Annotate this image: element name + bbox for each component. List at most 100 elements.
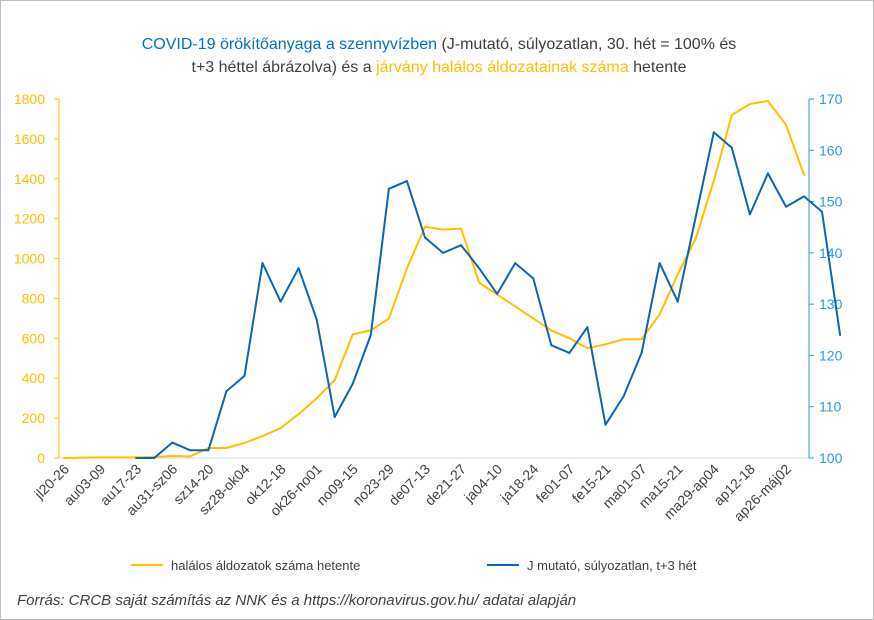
data-point-jindex: [694, 216, 697, 218]
y-right-tick-label: 100: [819, 450, 843, 466]
title-line1-part1: COVID-19 örökítőanyaga a szennyvízben: [142, 36, 437, 53]
legend-label-deaths: halálos áldozatok száma hetente: [171, 558, 360, 573]
y-right-tick-label: 150: [819, 194, 843, 210]
data-point-deaths: [730, 114, 733, 116]
title-line2-part1: t+3 héttel ábrázolva) és a: [192, 59, 377, 76]
data-point-deaths: [640, 338, 643, 341]
data-point-deaths: [694, 237, 697, 240]
data-point-jindex: [604, 423, 607, 426]
data-point-deaths: [532, 317, 535, 320]
data-point-jindex: [514, 262, 517, 265]
data-point-jindex: [297, 267, 300, 270]
data-point-deaths: [478, 281, 481, 284]
data-point-jindex: [803, 195, 805, 198]
series-layer: [63, 100, 842, 459]
data-point-jindex: [532, 277, 535, 280]
data-point-deaths: [171, 455, 174, 457]
chart-title-line1: COVID-19 örökítőanyaga a szennyvízben (J…: [142, 36, 737, 53]
x-tick-label: ja18-24: [496, 461, 541, 506]
y-right-tick-label: 140: [819, 245, 843, 261]
data-point-deaths: [442, 228, 444, 231]
data-point-deaths: [405, 267, 408, 270]
data-point-deaths: [387, 317, 390, 320]
y-left-tick-label: 400: [22, 370, 46, 386]
data-point-jindex: [243, 374, 246, 377]
data-point-deaths: [117, 456, 120, 459]
data-point-jindex: [821, 210, 823, 213]
data-point-deaths: [514, 305, 517, 308]
data-point-jindex: [640, 351, 643, 354]
data-point-deaths: [424, 225, 426, 228]
data-point-jindex: [550, 344, 553, 347]
data-point-deaths: [63, 457, 65, 459]
data-point-deaths: [604, 343, 607, 346]
data-point-jindex: [333, 416, 336, 418]
data-point-jindex: [730, 146, 733, 149]
data-point-jindex: [460, 244, 463, 247]
data-point-deaths: [333, 379, 336, 382]
data-point-jindex: [351, 382, 354, 385]
data-point-jindex: [496, 292, 499, 295]
data-point-jindex: [568, 351, 571, 354]
y-left-tick-label: 200: [22, 410, 46, 426]
data-point-deaths: [550, 329, 553, 332]
data-point-deaths: [225, 447, 228, 449]
y-left-tick-label: 1400: [14, 171, 45, 187]
y-left-tick-label: 1600: [14, 131, 45, 147]
data-point-deaths: [297, 413, 300, 416]
y-right-tick-label: 120: [819, 347, 843, 363]
data-point-deaths: [315, 397, 318, 400]
data-point-jindex: [171, 441, 174, 444]
data-point-jindex: [622, 395, 625, 398]
data-point-deaths: [658, 313, 661, 316]
data-point-deaths: [189, 455, 192, 458]
y-left-tick-label: 1200: [14, 211, 45, 227]
x-tick-label: fe01-07: [533, 461, 578, 506]
title-line1-part2: (J-mutató, súlyozatlan, 30. hét = 100% é…: [437, 36, 736, 53]
data-point-jindex: [279, 300, 282, 303]
data-point-jindex: [135, 457, 138, 459]
data-point-deaths: [586, 347, 589, 350]
data-point-jindex: [405, 180, 408, 183]
data-point-jindex: [315, 318, 318, 321]
data-point-jindex: [442, 251, 444, 254]
data-point-deaths: [351, 333, 354, 336]
data-point-jindex: [478, 267, 481, 270]
data-point-deaths: [261, 435, 264, 438]
data-point-jindex: [189, 449, 192, 452]
data-point-jindex: [387, 187, 390, 190]
data-point-jindex: [369, 333, 372, 336]
y-left-tick-label: 600: [22, 330, 46, 346]
y-right-tick-label: 130: [819, 296, 843, 312]
data-point-deaths: [676, 273, 679, 276]
data-point-jindex: [676, 300, 679, 303]
data-point-deaths: [568, 337, 571, 340]
axes-layer: 0 200 400 600 800 1000 1200 1400 1600 1800 100 110 1…: [14, 91, 843, 524]
y-right-tick-label: 170: [819, 91, 843, 107]
data-point-jindex: [424, 236, 426, 239]
data-point-jindex: [225, 390, 228, 393]
data-point-jindex: [712, 131, 715, 134]
data-point-deaths: [243, 442, 246, 444]
chart-title-line2: t+3 héttel ábrázolva) és a járvány halál…: [192, 59, 687, 76]
data-point-deaths: [622, 338, 625, 341]
data-point-deaths: [748, 103, 751, 105]
data-point-jindex: [766, 172, 769, 175]
data-point-jindex: [748, 213, 751, 216]
data-point-deaths: [766, 100, 769, 102]
series-line-deaths: [63, 100, 805, 459]
data-point-deaths: [712, 179, 715, 182]
y-left-tick-label: 1000: [14, 251, 45, 267]
y-right-tick-label: 160: [819, 142, 843, 158]
title-line2-part2: járvány halálos áldozatainak száma: [375, 59, 629, 76]
y-left-tick-label: 800: [22, 290, 46, 306]
data-point-jindex: [586, 326, 589, 329]
data-point-jindex: [785, 205, 787, 208]
data-point-deaths: [803, 173, 805, 176]
data-point-jindex: [839, 333, 842, 336]
y-left-tick-label: 0: [37, 450, 45, 466]
data-point-deaths: [99, 456, 102, 459]
data-point-deaths: [81, 456, 83, 459]
